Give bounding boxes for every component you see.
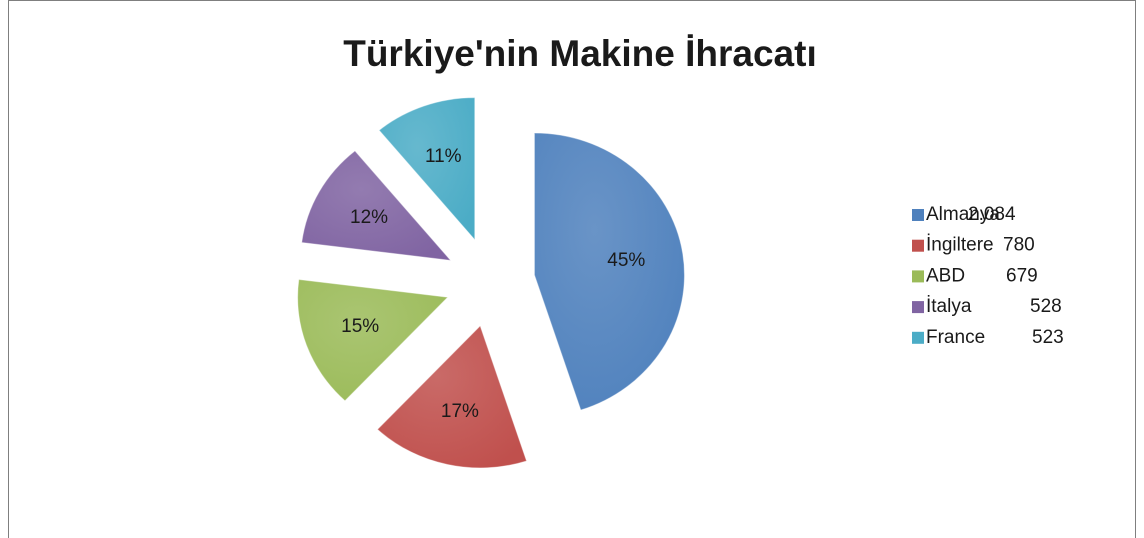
legend-label: Almanya (926, 204, 1000, 225)
legend-label: France (926, 327, 985, 348)
legend-swatch (912, 270, 924, 283)
legend-value: 780 (1003, 235, 1035, 256)
pie-slice (301, 150, 452, 261)
chart-title: Türkiye'nin Makine İhracatı (343, 33, 817, 74)
data-label: 15% (341, 316, 379, 337)
data-label: 12% (350, 207, 388, 228)
legend-swatch (912, 301, 924, 314)
pie-slice (376, 324, 528, 469)
legend-label: İngiltere (926, 235, 994, 256)
legend-value: 523 (1032, 327, 1064, 348)
data-label: 17% (441, 401, 479, 422)
legend-label: ABD (926, 265, 965, 286)
legend-swatch (912, 239, 924, 252)
pie-slice (378, 97, 476, 241)
legend-swatch (912, 331, 924, 344)
legend-value: 679 (1006, 265, 1038, 286)
legend-value: 528 (1030, 296, 1062, 317)
legend-swatch (912, 209, 924, 221)
legend-label: İtalya (926, 296, 972, 317)
data-label: 45% (607, 250, 645, 271)
data-label: 11% (425, 146, 462, 167)
pie-slice (533, 132, 685, 411)
legend-value: 2.084 (968, 204, 1016, 225)
pie-slice (297, 278, 449, 402)
